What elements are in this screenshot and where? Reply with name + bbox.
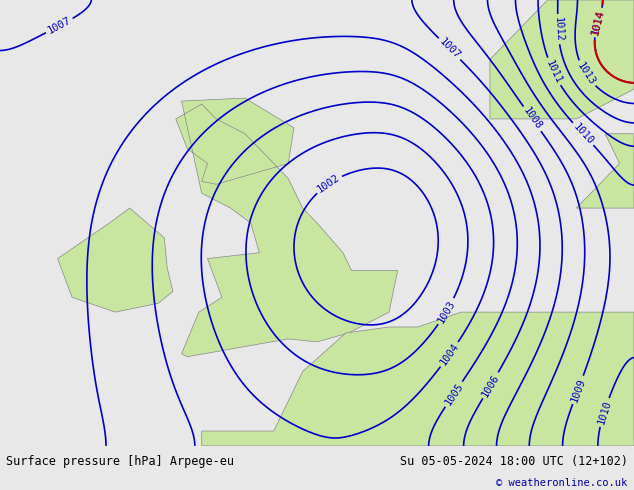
Text: 1008: 1008 [521,106,543,132]
Text: 1012: 1012 [552,16,564,42]
Polygon shape [202,312,634,446]
Text: 1007: 1007 [437,37,462,61]
Polygon shape [58,208,173,312]
Text: 1010: 1010 [571,122,595,147]
Text: © weatheronline.co.uk: © weatheronline.co.uk [496,478,628,489]
Polygon shape [576,134,634,208]
Text: 1013: 1013 [575,61,597,87]
Text: 1011: 1011 [543,58,563,85]
Polygon shape [490,0,634,119]
Text: 1004: 1004 [438,342,461,368]
Text: 1014: 1014 [590,9,606,36]
Polygon shape [176,98,398,357]
Text: Surface pressure [hPa] Arpege-eu: Surface pressure [hPa] Arpege-eu [6,455,235,468]
Text: 1010: 1010 [596,399,612,426]
Text: 1014: 1014 [590,8,606,36]
Text: 1007: 1007 [46,15,73,36]
Text: 1009: 1009 [569,376,587,403]
Text: 1006: 1006 [480,372,501,399]
Text: Su 05-05-2024 18:00 UTC (12+102): Su 05-05-2024 18:00 UTC (12+102) [399,455,628,468]
Text: 1003: 1003 [436,298,457,325]
Text: 1005: 1005 [443,381,465,407]
Text: 1002: 1002 [316,172,342,195]
